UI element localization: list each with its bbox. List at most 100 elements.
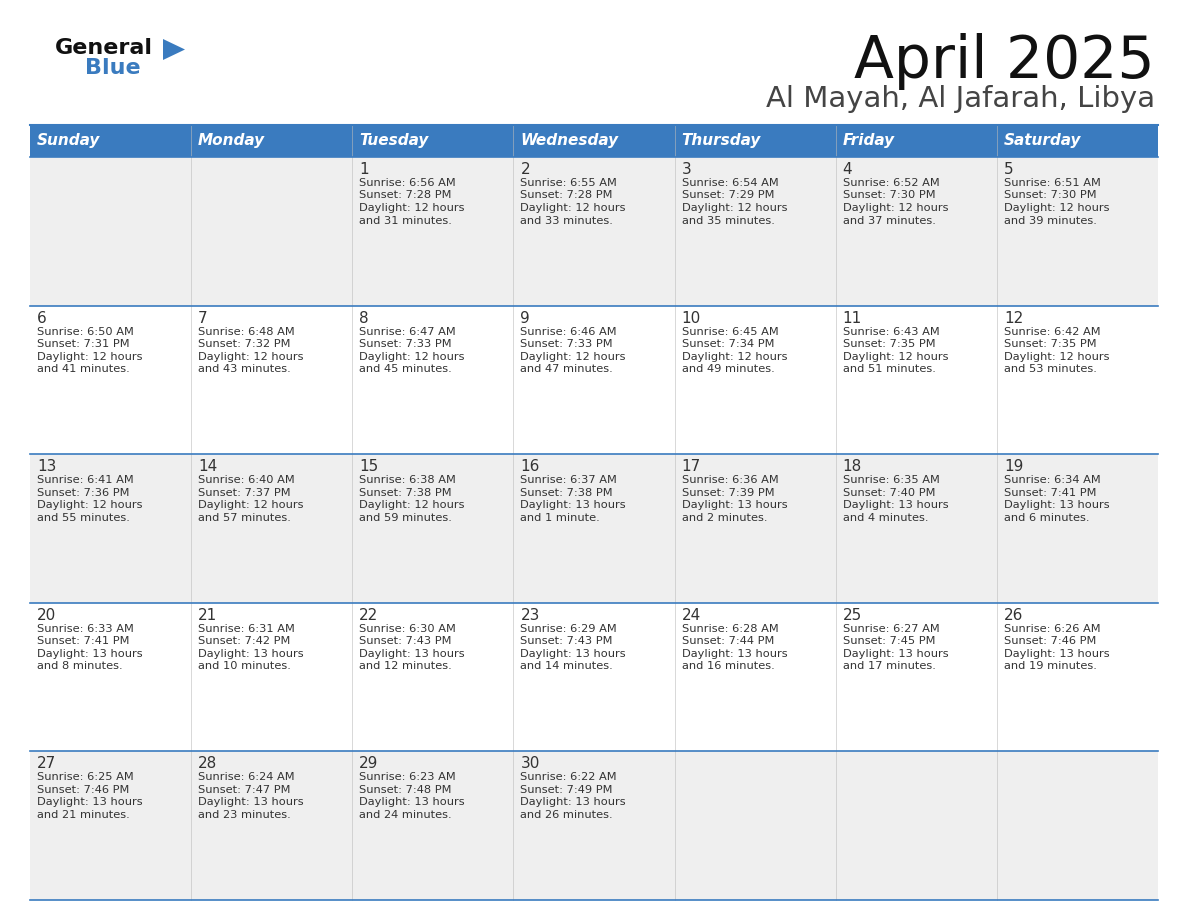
- Text: Sunset: 7:29 PM: Sunset: 7:29 PM: [682, 191, 775, 200]
- Text: Sunrise: 6:36 AM: Sunrise: 6:36 AM: [682, 476, 778, 486]
- Text: Sunrise: 6:55 AM: Sunrise: 6:55 AM: [520, 178, 618, 188]
- Text: and 6 minutes.: and 6 minutes.: [1004, 512, 1089, 522]
- Text: and 33 minutes.: and 33 minutes.: [520, 216, 613, 226]
- Text: Sunset: 7:41 PM: Sunset: 7:41 PM: [37, 636, 129, 646]
- Text: Sunset: 7:28 PM: Sunset: 7:28 PM: [359, 191, 451, 200]
- Text: Sunrise: 6:42 AM: Sunrise: 6:42 AM: [1004, 327, 1100, 337]
- Text: 25: 25: [842, 608, 862, 622]
- Text: 26: 26: [1004, 608, 1023, 622]
- Text: 2: 2: [520, 162, 530, 177]
- Text: Daylight: 13 hours: Daylight: 13 hours: [198, 798, 304, 808]
- Text: and 43 minutes.: and 43 minutes.: [198, 364, 291, 375]
- Text: Wednesday: Wednesday: [520, 133, 619, 149]
- Text: Daylight: 13 hours: Daylight: 13 hours: [520, 500, 626, 510]
- Text: Blue: Blue: [86, 58, 140, 78]
- Text: Thursday: Thursday: [682, 133, 762, 149]
- Text: 6: 6: [37, 310, 46, 326]
- Text: Daylight: 13 hours: Daylight: 13 hours: [842, 649, 948, 659]
- Text: Sunset: 7:42 PM: Sunset: 7:42 PM: [198, 636, 291, 646]
- Text: and 16 minutes.: and 16 minutes.: [682, 661, 775, 671]
- FancyBboxPatch shape: [30, 306, 1158, 454]
- Text: Sunset: 7:36 PM: Sunset: 7:36 PM: [37, 487, 129, 498]
- Text: Monday: Monday: [198, 133, 265, 149]
- Text: Daylight: 13 hours: Daylight: 13 hours: [520, 649, 626, 659]
- Text: Sunset: 7:38 PM: Sunset: 7:38 PM: [359, 487, 451, 498]
- Text: Sunset: 7:35 PM: Sunset: 7:35 PM: [1004, 339, 1097, 349]
- Text: Daylight: 13 hours: Daylight: 13 hours: [37, 649, 143, 659]
- Text: and 37 minutes.: and 37 minutes.: [842, 216, 936, 226]
- Text: 11: 11: [842, 310, 862, 326]
- Text: and 12 minutes.: and 12 minutes.: [359, 661, 453, 671]
- Text: Friday: Friday: [842, 133, 895, 149]
- Text: Daylight: 12 hours: Daylight: 12 hours: [37, 352, 143, 362]
- FancyBboxPatch shape: [30, 157, 1158, 306]
- FancyBboxPatch shape: [675, 125, 835, 157]
- Text: 18: 18: [842, 459, 862, 475]
- Text: 22: 22: [359, 608, 379, 622]
- Text: Sunset: 7:44 PM: Sunset: 7:44 PM: [682, 636, 773, 646]
- Text: Daylight: 13 hours: Daylight: 13 hours: [1004, 500, 1110, 510]
- Text: Sunrise: 6:54 AM: Sunrise: 6:54 AM: [682, 178, 778, 188]
- Text: Sunset: 7:32 PM: Sunset: 7:32 PM: [198, 339, 291, 349]
- Text: and 53 minutes.: and 53 minutes.: [1004, 364, 1097, 375]
- Text: Sunset: 7:34 PM: Sunset: 7:34 PM: [682, 339, 775, 349]
- Text: Daylight: 13 hours: Daylight: 13 hours: [359, 798, 465, 808]
- Text: and 4 minutes.: and 4 minutes.: [842, 512, 928, 522]
- Text: 10: 10: [682, 310, 701, 326]
- FancyBboxPatch shape: [835, 125, 997, 157]
- Text: 27: 27: [37, 756, 56, 771]
- Text: Daylight: 12 hours: Daylight: 12 hours: [682, 203, 788, 213]
- Text: and 1 minute.: and 1 minute.: [520, 512, 600, 522]
- Text: Sunrise: 6:34 AM: Sunrise: 6:34 AM: [1004, 476, 1100, 486]
- Text: Sunrise: 6:40 AM: Sunrise: 6:40 AM: [198, 476, 295, 486]
- Text: Sunset: 7:35 PM: Sunset: 7:35 PM: [842, 339, 935, 349]
- Text: Sunset: 7:45 PM: Sunset: 7:45 PM: [842, 636, 935, 646]
- Text: Sunrise: 6:35 AM: Sunrise: 6:35 AM: [842, 476, 940, 486]
- Text: Sunset: 7:39 PM: Sunset: 7:39 PM: [682, 487, 775, 498]
- Text: Sunrise: 6:22 AM: Sunrise: 6:22 AM: [520, 772, 617, 782]
- Text: Daylight: 13 hours: Daylight: 13 hours: [682, 500, 788, 510]
- Text: Sunrise: 6:47 AM: Sunrise: 6:47 AM: [359, 327, 456, 337]
- Text: and 57 minutes.: and 57 minutes.: [198, 512, 291, 522]
- Text: Saturday: Saturday: [1004, 133, 1081, 149]
- Text: Sunrise: 6:31 AM: Sunrise: 6:31 AM: [198, 624, 295, 633]
- Text: and 8 minutes.: and 8 minutes.: [37, 661, 122, 671]
- Text: 3: 3: [682, 162, 691, 177]
- Text: 21: 21: [198, 608, 217, 622]
- FancyBboxPatch shape: [513, 125, 675, 157]
- Text: Sunrise: 6:38 AM: Sunrise: 6:38 AM: [359, 476, 456, 486]
- Text: and 24 minutes.: and 24 minutes.: [359, 810, 451, 820]
- Text: Sunset: 7:30 PM: Sunset: 7:30 PM: [1004, 191, 1097, 200]
- Text: Sunrise: 6:27 AM: Sunrise: 6:27 AM: [842, 624, 940, 633]
- Polygon shape: [163, 39, 185, 60]
- Text: 17: 17: [682, 459, 701, 475]
- Text: Sunrise: 6:51 AM: Sunrise: 6:51 AM: [1004, 178, 1101, 188]
- Text: Sunrise: 6:52 AM: Sunrise: 6:52 AM: [842, 178, 940, 188]
- Text: 7: 7: [198, 310, 208, 326]
- Text: Daylight: 13 hours: Daylight: 13 hours: [198, 649, 304, 659]
- Text: Sunset: 7:46 PM: Sunset: 7:46 PM: [1004, 636, 1097, 646]
- Text: 5: 5: [1004, 162, 1013, 177]
- Text: and 19 minutes.: and 19 minutes.: [1004, 661, 1097, 671]
- FancyBboxPatch shape: [997, 125, 1158, 157]
- Text: Daylight: 12 hours: Daylight: 12 hours: [198, 500, 304, 510]
- Text: Sunset: 7:49 PM: Sunset: 7:49 PM: [520, 785, 613, 795]
- Text: and 17 minutes.: and 17 minutes.: [842, 661, 936, 671]
- Text: Daylight: 12 hours: Daylight: 12 hours: [520, 203, 626, 213]
- Text: and 35 minutes.: and 35 minutes.: [682, 216, 775, 226]
- Text: Sunset: 7:47 PM: Sunset: 7:47 PM: [198, 785, 291, 795]
- Text: and 51 minutes.: and 51 minutes.: [842, 364, 936, 375]
- Text: 16: 16: [520, 459, 539, 475]
- Text: 14: 14: [198, 459, 217, 475]
- Text: Daylight: 12 hours: Daylight: 12 hours: [359, 203, 465, 213]
- Text: and 26 minutes.: and 26 minutes.: [520, 810, 613, 820]
- Text: Daylight: 12 hours: Daylight: 12 hours: [682, 352, 788, 362]
- Text: Daylight: 13 hours: Daylight: 13 hours: [842, 500, 948, 510]
- Text: Sunset: 7:33 PM: Sunset: 7:33 PM: [520, 339, 613, 349]
- Text: Sunset: 7:46 PM: Sunset: 7:46 PM: [37, 785, 129, 795]
- Text: April 2025: April 2025: [854, 33, 1155, 90]
- Text: Sunset: 7:33 PM: Sunset: 7:33 PM: [359, 339, 451, 349]
- Text: Sunday: Sunday: [37, 133, 100, 149]
- Text: and 21 minutes.: and 21 minutes.: [37, 810, 129, 820]
- Text: and 10 minutes.: and 10 minutes.: [198, 661, 291, 671]
